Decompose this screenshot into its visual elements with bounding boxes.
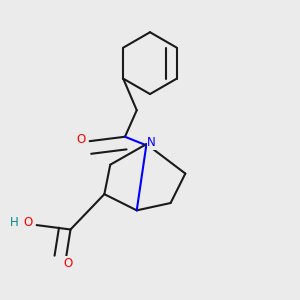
- Text: N: N: [147, 136, 156, 149]
- Text: O: O: [63, 257, 72, 270]
- Text: O: O: [77, 133, 86, 146]
- Text: H: H: [10, 216, 19, 229]
- Text: O: O: [23, 216, 32, 229]
